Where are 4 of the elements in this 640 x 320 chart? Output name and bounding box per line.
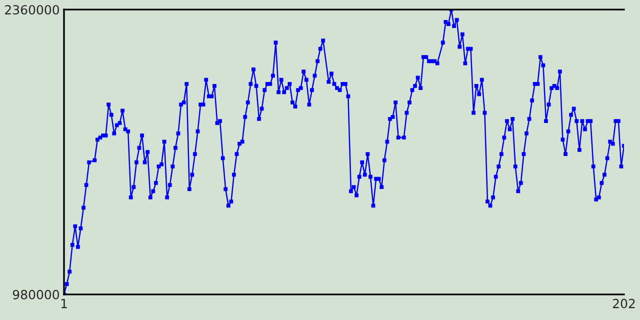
y-tick-label: 2360000	[5, 5, 59, 15]
x-tick-label: 202	[612, 298, 635, 308]
x-tick-label: 1	[61, 298, 67, 308]
y-tick-label: 980000	[12, 290, 59, 300]
